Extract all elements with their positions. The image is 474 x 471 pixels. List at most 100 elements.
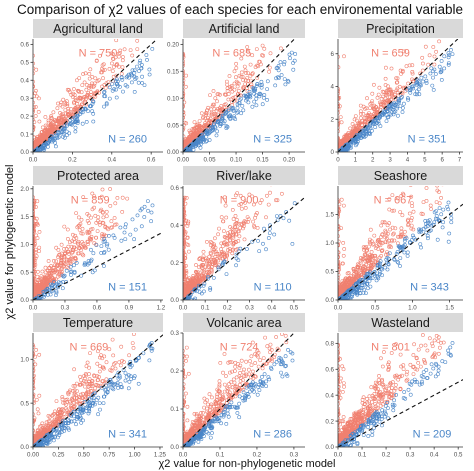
red-point: [37, 97, 40, 100]
red-point: [110, 220, 113, 223]
blue-point: [451, 53, 454, 56]
red-point: [66, 228, 69, 231]
red-point: [38, 230, 41, 233]
red-point: [265, 194, 268, 197]
blue-point: [140, 63, 143, 66]
red-point: [384, 66, 387, 69]
red-point: [390, 67, 393, 70]
blue-point: [92, 252, 95, 255]
red-point: [427, 63, 430, 66]
blue-point: [136, 214, 139, 217]
red-point: [55, 246, 58, 249]
blue-point: [415, 90, 418, 93]
red-point: [38, 246, 41, 249]
x-tick-label: 0.3: [61, 305, 70, 312]
blue-point: [150, 211, 153, 214]
y-tick-label: 2: [331, 116, 335, 123]
blue-point: [124, 238, 127, 241]
blue-point: [448, 54, 451, 57]
red-point: [279, 47, 282, 50]
blue-point: [134, 228, 137, 231]
x-tick-label: 0: [336, 157, 340, 164]
blue-point: [431, 84, 434, 87]
blue-point: [447, 52, 450, 55]
red-point: [41, 126, 44, 129]
blue-point: [93, 269, 96, 272]
blue-point: [447, 56, 450, 59]
blue-point: [151, 47, 154, 50]
red-point: [354, 115, 357, 118]
red-point: [205, 240, 208, 243]
panel-title: Protected area: [57, 169, 139, 183]
red-point: [269, 52, 272, 55]
red-point: [243, 238, 246, 241]
x-tick-label: 0.9: [125, 305, 134, 312]
blue-point: [284, 83, 287, 86]
red-point: [38, 250, 41, 253]
blue-point: [277, 64, 280, 67]
red-point: [428, 54, 431, 57]
red-point: [260, 199, 263, 202]
red-point: [81, 253, 84, 256]
red-point: [256, 226, 259, 229]
blue-point: [139, 59, 142, 62]
red-point: [104, 86, 107, 89]
red-point: [111, 70, 114, 73]
figure-title: Comparison of χ2 values of each species …: [17, 2, 463, 17]
blue-point: [242, 109, 245, 112]
red-point: [105, 210, 108, 213]
blue-point: [293, 59, 296, 62]
blue-point: [145, 53, 148, 56]
red-point: [268, 66, 271, 69]
red-point: [236, 85, 239, 88]
red-point: [255, 48, 258, 51]
red-point: [267, 203, 270, 206]
x-tick-label: 4: [406, 157, 410, 164]
red-point: [129, 49, 132, 52]
y-tick-label: 0.5: [20, 269, 29, 276]
red-point: [37, 110, 40, 113]
red-point: [212, 89, 215, 92]
panel-title: Artificial land: [209, 22, 280, 36]
blue-point: [102, 105, 105, 108]
red-point: [63, 225, 66, 228]
x-tick-label: 3: [388, 157, 392, 164]
blue-point: [108, 97, 111, 100]
blue-point: [120, 239, 123, 242]
blue-point: [266, 88, 269, 91]
blue-point: [137, 81, 140, 84]
blue-point: [133, 90, 136, 93]
red-point: [222, 230, 225, 233]
red-point: [82, 254, 85, 257]
red-point: [102, 216, 105, 219]
blue-point: [241, 104, 244, 107]
y-tick-label: 0.10: [167, 95, 180, 102]
y-axis-label: χ2 value for phylogenetic model: [4, 165, 16, 320]
red-point: [47, 259, 50, 262]
red-point: [243, 65, 246, 68]
blue-point: [421, 80, 424, 83]
red-point: [433, 63, 436, 66]
blue-point: [283, 78, 286, 81]
blue-point: [130, 81, 133, 84]
blue-point: [141, 81, 144, 84]
red-point: [126, 197, 129, 200]
red-point: [384, 77, 387, 80]
red-point: [339, 116, 342, 119]
red-point: [362, 112, 365, 115]
red-point: [233, 70, 236, 73]
x-tick-label: 0.0: [29, 305, 38, 312]
blue-point: [131, 218, 134, 221]
blue-point: [374, 126, 377, 129]
blue-point: [148, 68, 151, 71]
red-point: [208, 255, 211, 258]
red-point: [349, 127, 352, 130]
blue-point: [85, 120, 88, 123]
red-point: [398, 85, 401, 88]
red-point: [80, 218, 83, 221]
blue-point: [279, 61, 282, 64]
red-point: [234, 214, 237, 217]
red-point: [85, 88, 88, 91]
